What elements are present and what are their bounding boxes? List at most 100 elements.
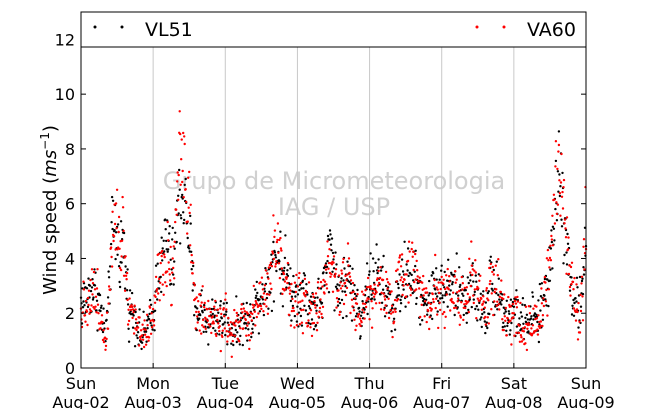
data-point bbox=[386, 281, 390, 284]
data-point bbox=[559, 181, 563, 184]
data-point bbox=[335, 306, 338, 309]
data-point bbox=[107, 270, 110, 273]
data-point bbox=[387, 311, 391, 314]
data-point bbox=[414, 264, 417, 268]
data-point bbox=[473, 288, 476, 291]
data-point bbox=[358, 310, 361, 313]
data-point bbox=[303, 274, 307, 277]
data-point bbox=[566, 242, 570, 245]
data-point bbox=[545, 257, 549, 260]
data-point bbox=[576, 286, 579, 289]
data-point bbox=[434, 288, 437, 291]
data-point bbox=[105, 311, 109, 314]
data-point bbox=[199, 292, 202, 296]
data-point bbox=[438, 301, 441, 304]
x-tick-date-label: Aug-08 bbox=[485, 393, 542, 409]
data-point bbox=[283, 256, 287, 260]
data-point bbox=[504, 306, 507, 310]
data-point bbox=[161, 249, 164, 253]
data-point bbox=[241, 311, 244, 314]
data-point bbox=[524, 342, 527, 345]
data-point bbox=[462, 294, 465, 297]
data-point bbox=[361, 300, 364, 303]
legend-marker-vl51 bbox=[93, 25, 97, 29]
data-point bbox=[278, 238, 281, 242]
data-point bbox=[415, 288, 418, 291]
data-point bbox=[197, 300, 200, 303]
data-point bbox=[82, 280, 85, 283]
data-point bbox=[505, 299, 508, 302]
data-point bbox=[373, 293, 377, 296]
data-point bbox=[521, 327, 525, 330]
data-point bbox=[326, 259, 329, 263]
data-point bbox=[342, 257, 345, 261]
data-point bbox=[110, 221, 113, 224]
data-point bbox=[544, 300, 548, 303]
data-point bbox=[254, 296, 257, 300]
data-point bbox=[167, 261, 170, 264]
data-point bbox=[91, 278, 94, 281]
data-point bbox=[480, 308, 483, 311]
data-point bbox=[345, 286, 349, 290]
data-point bbox=[86, 305, 90, 309]
data-point bbox=[270, 309, 274, 313]
data-point bbox=[366, 312, 369, 316]
y-tick-label: 4 bbox=[65, 249, 75, 268]
data-point bbox=[140, 347, 143, 351]
data-point bbox=[490, 308, 493, 311]
data-point bbox=[324, 268, 328, 271]
data-point bbox=[207, 343, 210, 346]
data-point bbox=[391, 335, 394, 339]
data-point bbox=[177, 198, 180, 201]
data-point bbox=[363, 317, 366, 320]
data-point bbox=[436, 288, 439, 291]
data-point bbox=[555, 212, 559, 215]
data-point bbox=[219, 349, 222, 353]
data-point bbox=[448, 293, 451, 296]
data-point bbox=[296, 313, 299, 316]
data-point bbox=[148, 312, 151, 316]
data-point bbox=[407, 301, 410, 304]
data-point bbox=[300, 287, 303, 290]
data-point bbox=[243, 310, 246, 313]
data-point bbox=[362, 311, 366, 314]
data-point bbox=[264, 267, 267, 270]
data-point bbox=[571, 304, 574, 307]
data-point bbox=[409, 294, 412, 297]
data-point bbox=[349, 282, 353, 285]
data-point bbox=[429, 302, 432, 306]
data-point bbox=[457, 294, 460, 297]
data-point bbox=[401, 270, 405, 273]
data-point bbox=[332, 255, 336, 258]
data-point bbox=[177, 212, 180, 215]
data-point bbox=[93, 268, 96, 271]
data-point bbox=[498, 298, 501, 301]
data-point bbox=[177, 173, 180, 177]
data-point bbox=[354, 315, 358, 318]
data-point bbox=[253, 310, 256, 313]
data-point bbox=[323, 280, 327, 283]
data-point bbox=[268, 263, 272, 267]
data-point bbox=[141, 338, 145, 341]
data-point bbox=[186, 236, 189, 240]
data-point bbox=[263, 284, 267, 287]
data-point bbox=[97, 312, 100, 315]
data-point bbox=[290, 282, 293, 286]
data-point bbox=[520, 336, 523, 339]
data-point bbox=[347, 264, 350, 267]
data-point bbox=[419, 323, 422, 326]
data-point bbox=[316, 281, 320, 284]
data-point bbox=[578, 275, 582, 279]
data-point bbox=[164, 218, 167, 221]
data-point bbox=[518, 340, 522, 343]
data-point bbox=[200, 289, 203, 292]
data-point bbox=[576, 338, 580, 341]
data-point bbox=[389, 312, 393, 315]
data-point bbox=[157, 280, 160, 283]
data-point bbox=[546, 314, 549, 317]
data-point bbox=[315, 304, 319, 307]
data-point bbox=[154, 275, 158, 279]
data-point bbox=[456, 300, 459, 303]
data-point bbox=[272, 240, 275, 244]
